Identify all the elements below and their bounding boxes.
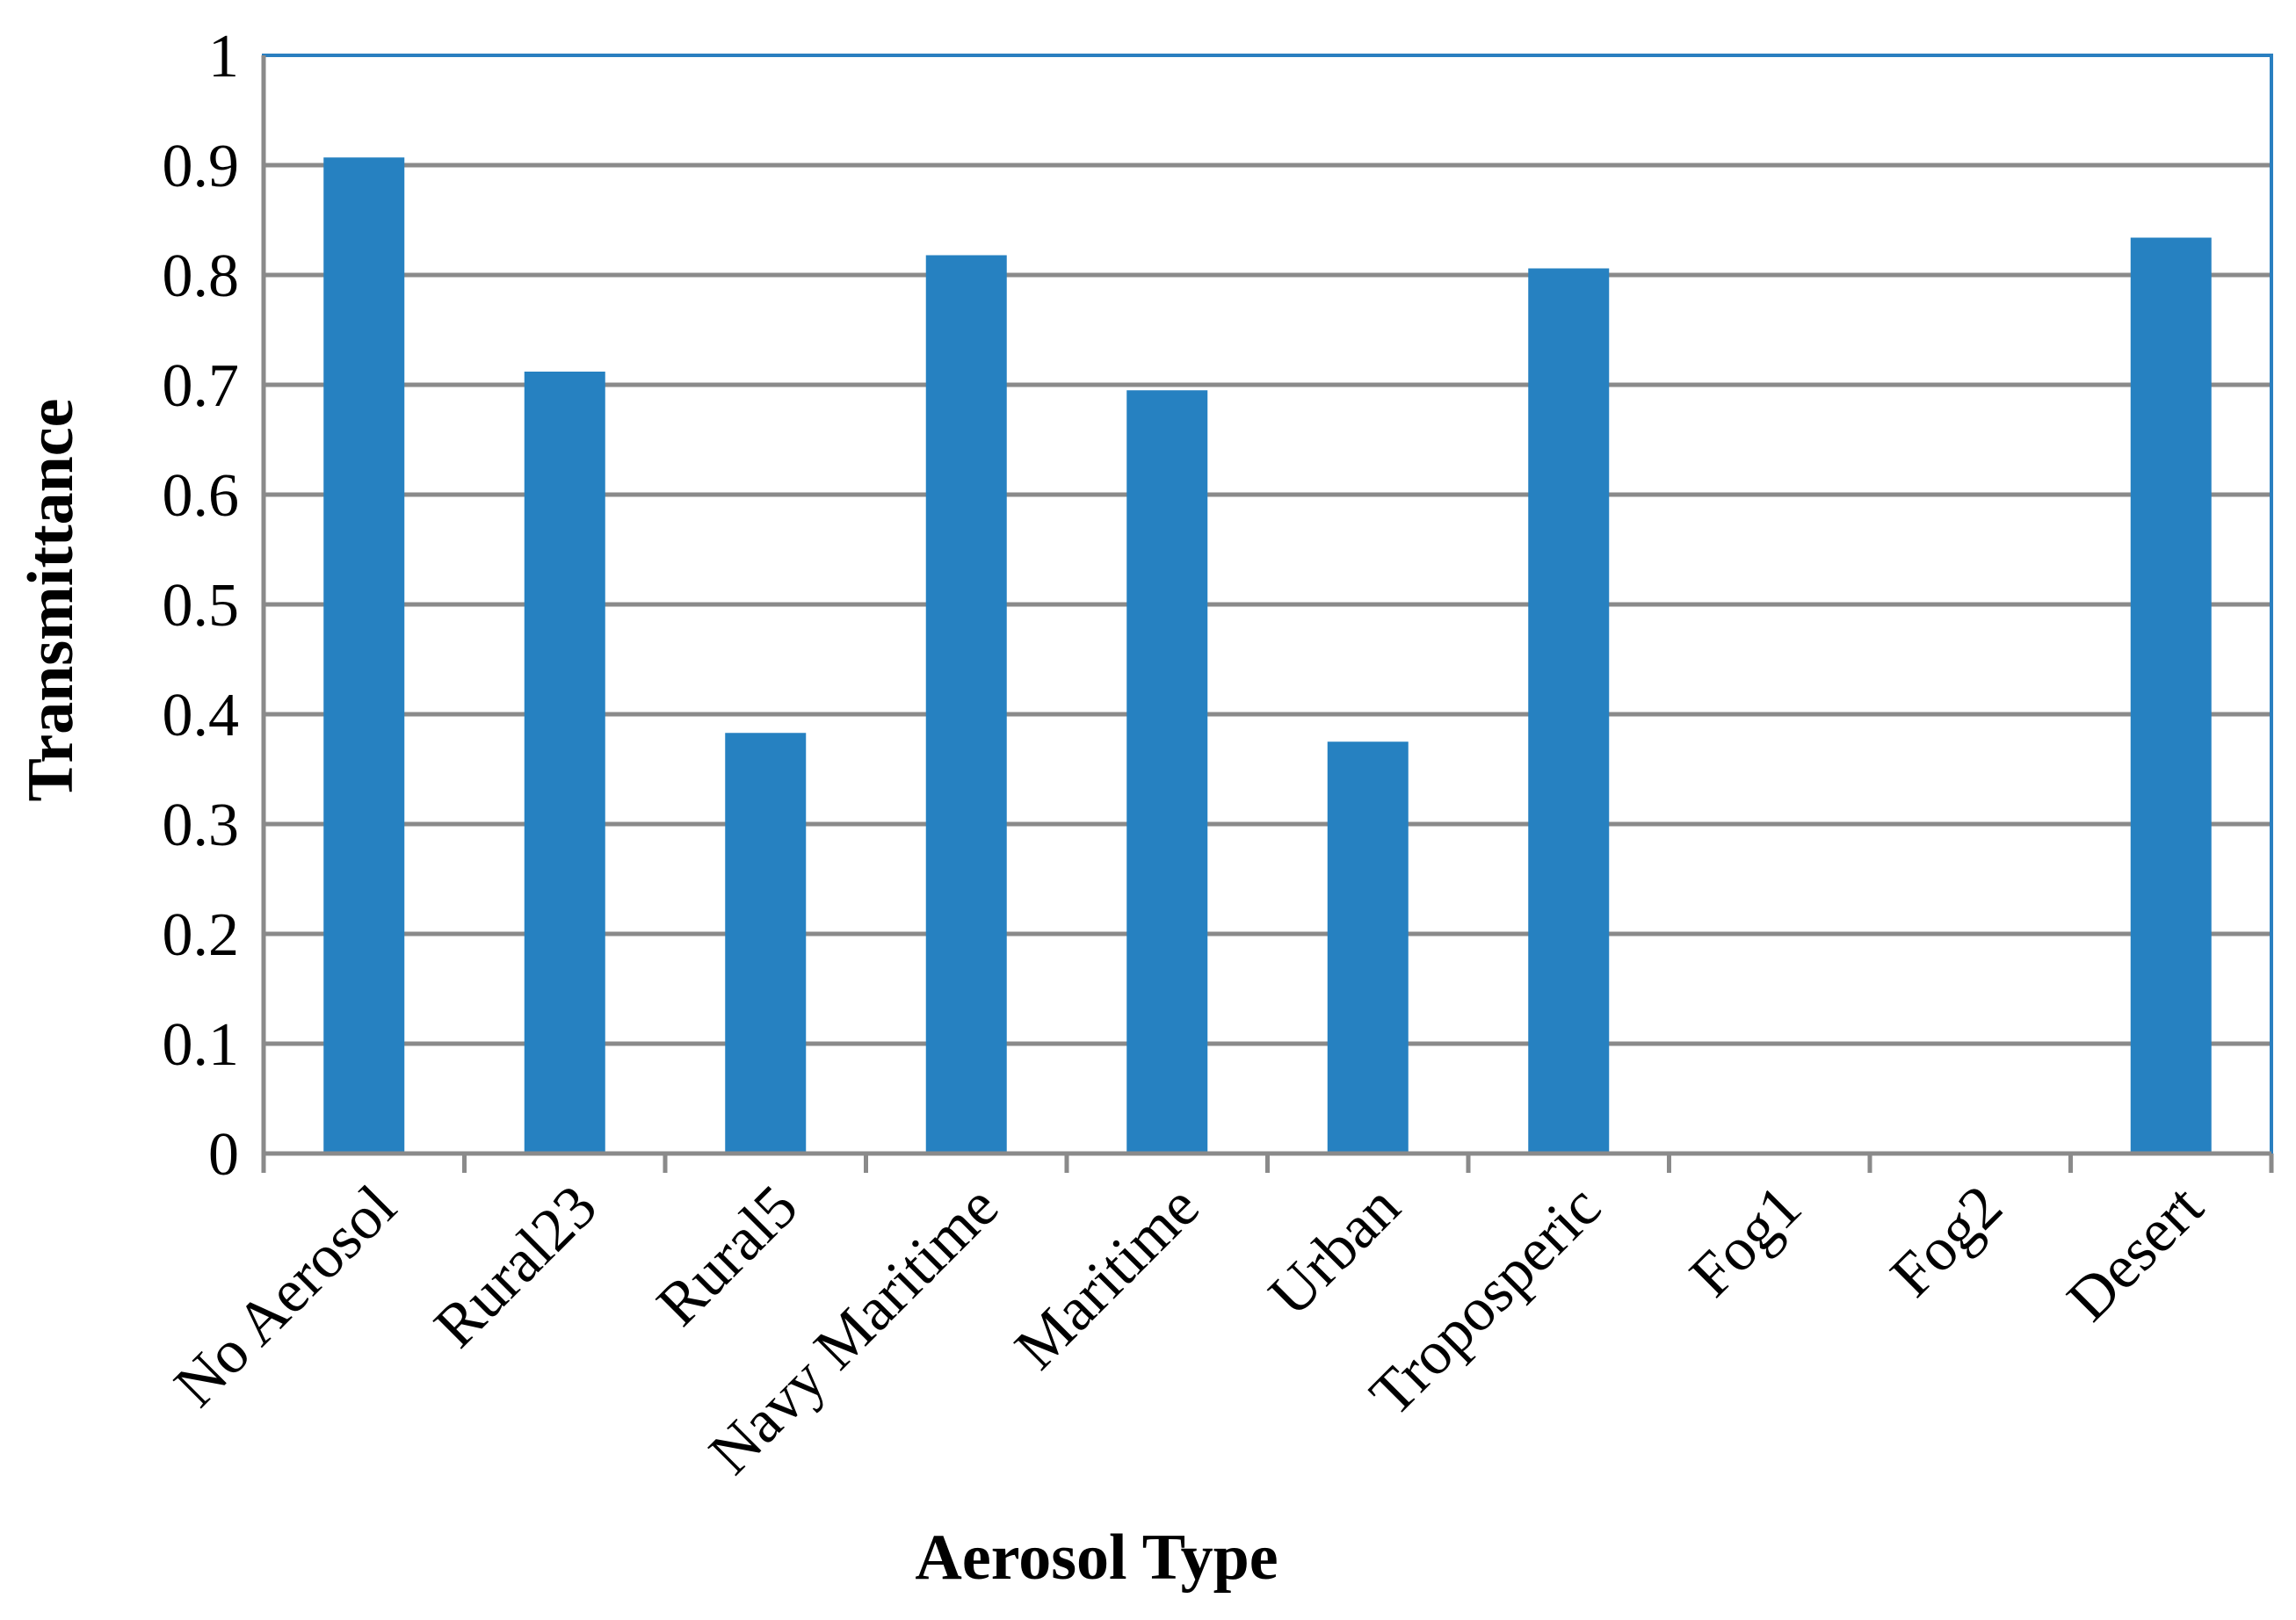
bar xyxy=(1327,741,1409,1154)
bar xyxy=(1126,390,1208,1154)
bar xyxy=(925,255,1007,1154)
x-tick-label: Rural23 xyxy=(422,1173,610,1361)
x-axis-title: Aerosol Type xyxy=(915,1522,1278,1594)
bar xyxy=(524,372,605,1154)
y-tick-label: 0.4 xyxy=(163,682,240,749)
y-tick-label: 0.8 xyxy=(163,242,240,310)
y-tick-label: 1 xyxy=(208,23,239,90)
bar xyxy=(323,157,405,1154)
axes xyxy=(261,54,2274,1173)
y-tick-labels: 0 0.1 0.2 0.3 0.4 0.5 0.6 0.7 0.8 0.9 1 xyxy=(163,23,240,1189)
x-tick-label: Urban xyxy=(1257,1173,1413,1329)
bars xyxy=(323,157,2212,1154)
x-tick-label: Maritime xyxy=(1003,1173,1213,1383)
x-tick-label: Fog2 xyxy=(1878,1173,2015,1310)
y-tick-label: 0.5 xyxy=(163,572,240,640)
y-tick-label: 0.7 xyxy=(163,352,240,420)
y-tick-label: 0.3 xyxy=(163,792,240,859)
y-axis-title: Transmittance xyxy=(15,399,87,802)
bar xyxy=(725,733,807,1154)
x-tick-label: Desert xyxy=(2054,1172,2216,1334)
x-tick-label: No Aerosol xyxy=(162,1173,409,1420)
y-tick-label: 0.9 xyxy=(163,133,240,200)
y-tick-label: 0.2 xyxy=(163,901,240,969)
y-tick-label: 0.6 xyxy=(163,462,240,530)
x-tick-label: Fog1 xyxy=(1677,1173,1814,1310)
y-tick-label: 0 xyxy=(208,1121,239,1189)
bar xyxy=(2130,237,2212,1154)
bar xyxy=(1528,268,1610,1154)
x-tick-label: Rural5 xyxy=(644,1173,810,1339)
y-tick-label: 0.1 xyxy=(163,1011,240,1079)
